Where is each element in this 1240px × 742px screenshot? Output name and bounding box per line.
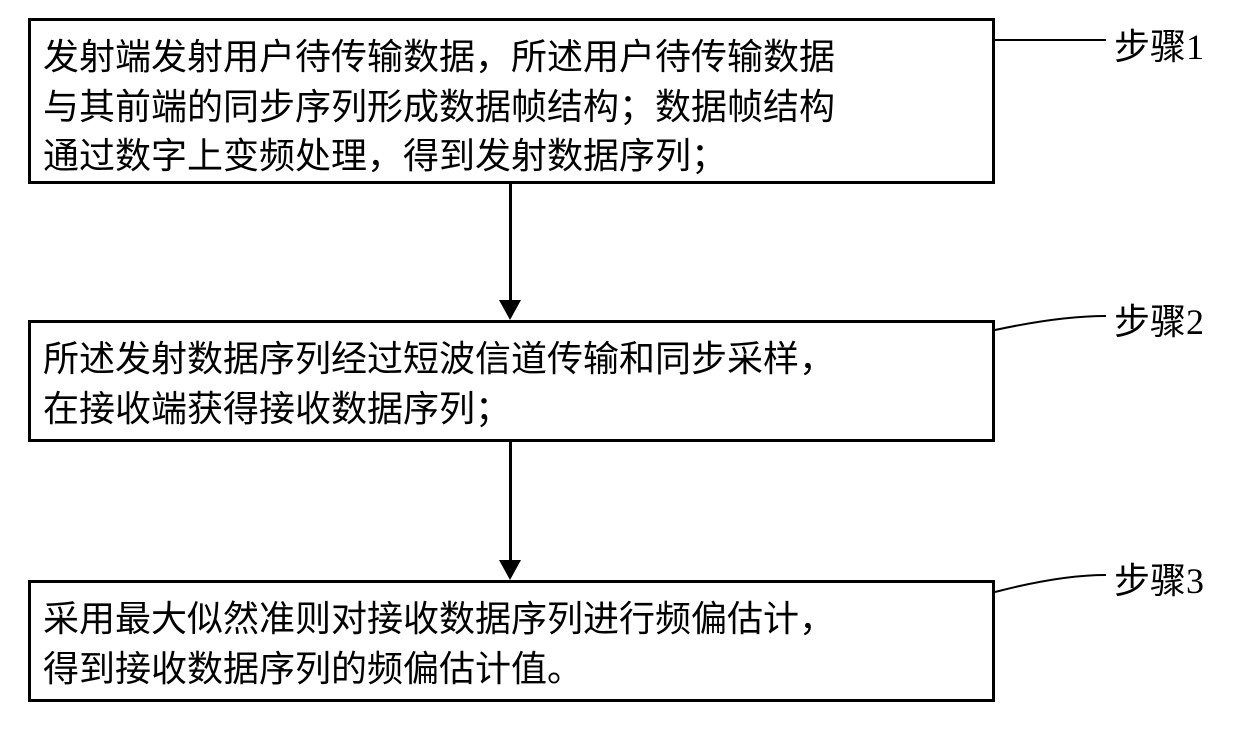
step2-box: 所述发射数据序列经过短波信道传输和同步采样，在接收端获得接收数据序列；	[28, 320, 995, 442]
step3-label: 步骤3	[1114, 552, 1204, 604]
conn-box1-box2-line	[509, 184, 512, 302]
step1-label: 步骤1	[1114, 18, 1204, 70]
conn-box2-box3-line	[509, 442, 512, 562]
step3-box-line: 采用最大似然准则对接收数据序列进行频偏估计，	[43, 595, 980, 645]
step1-box-line: 发射端发射用户待传输数据，所述用户待传输数据	[43, 33, 980, 83]
leader-step3	[995, 575, 1106, 592]
step2-label: 步骤2	[1114, 293, 1204, 345]
flowchart-canvas: 发射端发射用户待传输数据，所述用户待传输数据与其前端的同步序列形成数据帧结构；数…	[0, 0, 1240, 742]
step2-box-line: 所述发射数据序列经过短波信道传输和同步采样，	[43, 335, 980, 385]
step1-box-line: 与其前端的同步序列形成数据帧结构；数据帧结构	[43, 83, 980, 133]
conn-box2-box3-arrowhead-icon	[499, 560, 521, 580]
conn-box1-box2-arrowhead-icon	[499, 300, 521, 320]
step3-box-line: 得到接收数据序列的频偏估计值。	[43, 645, 980, 695]
step3-box: 采用最大似然准则对接收数据序列进行频偏估计，得到接收数据序列的频偏估计值。	[28, 580, 995, 702]
step2-box-line: 在接收端获得接收数据序列；	[43, 385, 980, 435]
step1-box-line: 通过数字上变频处理，得到发射数据序列；	[43, 132, 980, 182]
leader-step2	[995, 316, 1106, 330]
step1-box: 发射端发射用户待传输数据，所述用户待传输数据与其前端的同步序列形成数据帧结构；数…	[28, 18, 995, 184]
